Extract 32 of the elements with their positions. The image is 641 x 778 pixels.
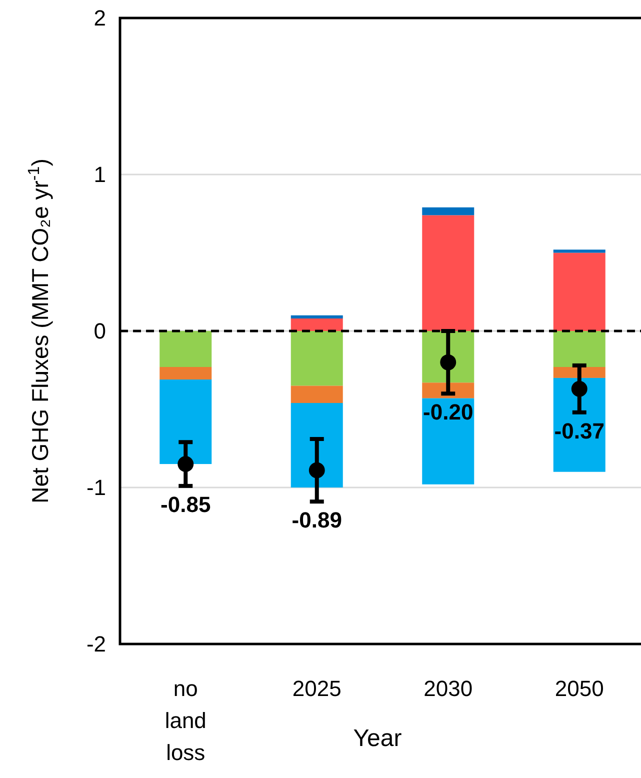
data-label: -0.89 — [292, 508, 342, 533]
y-tick-label: 1 — [94, 162, 106, 188]
bar — [553, 331, 606, 367]
x-tick-label: 2025 — [292, 676, 342, 701]
bar — [290, 386, 343, 403]
point — [178, 456, 194, 472]
data-label: -0.20 — [423, 400, 474, 425]
bar — [553, 252, 606, 331]
bar — [553, 250, 606, 253]
x-tick-label: 2050 — [554, 676, 604, 701]
bar — [553, 366, 606, 378]
bar — [160, 380, 212, 464]
x-tick-label: no land loss — [164, 676, 206, 765]
point — [308, 462, 325, 478]
bar — [553, 378, 606, 472]
bar — [290, 331, 343, 386]
bar — [290, 318, 343, 331]
bar — [422, 398, 474, 484]
bar — [422, 215, 474, 331]
bar — [290, 315, 343, 318]
y-tick-label: 2 — [94, 6, 106, 31]
bar — [160, 331, 212, 367]
y-tick-label: 0 — [94, 318, 106, 344]
data-label: -0.37 — [554, 418, 604, 444]
bar — [422, 207, 474, 216]
x-tick-label: 2030 — [424, 676, 473, 701]
data-label: -0.85 — [160, 492, 211, 517]
x-axis-title: Year — [353, 725, 402, 752]
bar — [160, 366, 212, 380]
point — [571, 380, 588, 397]
y-tick-label: -2 — [86, 632, 106, 657]
y-tick-label: -1 — [86, 475, 106, 500]
